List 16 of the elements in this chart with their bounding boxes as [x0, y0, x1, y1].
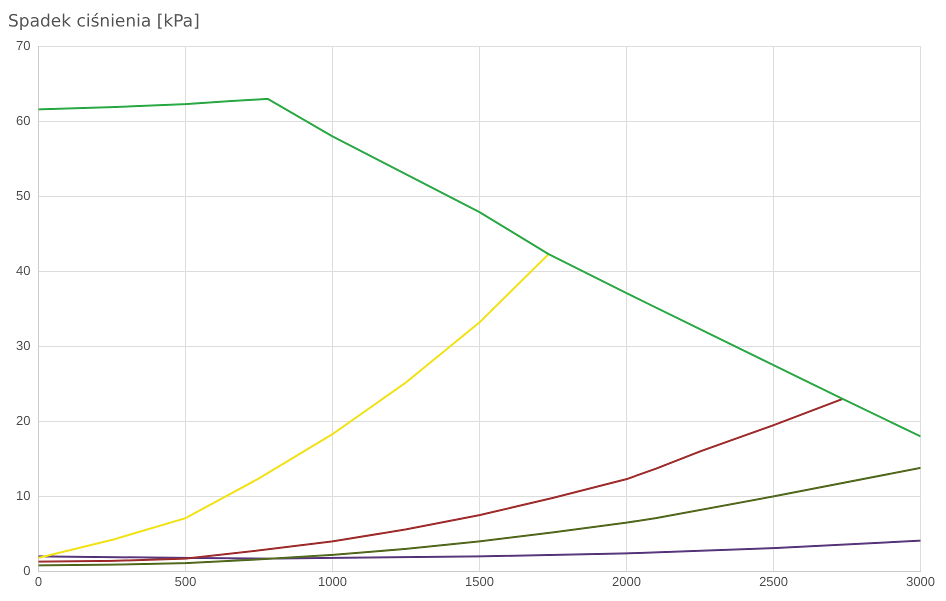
x-tick-label: 1500 — [465, 574, 494, 589]
x-tick-label: 3000 — [906, 574, 935, 589]
x-tick-label: 2000 — [612, 574, 641, 589]
y-tick-label: 20 — [16, 412, 30, 428]
x-tick-label: 2500 — [759, 574, 788, 589]
y-axis-title: Spadek ciśnienia [kPa] — [8, 12, 200, 32]
y-tick-label: 40 — [16, 262, 30, 278]
y-tick-label: 0 — [23, 562, 30, 578]
x-tick-label: 1000 — [318, 574, 347, 589]
x-tick-label: 500 — [174, 574, 196, 589]
y-tick-label: 50 — [16, 188, 30, 203]
y-tick-label: 60 — [16, 112, 30, 128]
y-tick-label: 30 — [16, 338, 30, 353]
x-tick-label: 0 — [34, 574, 42, 589]
y-tick-label: 70 — [16, 38, 30, 53]
y-tick-label: 10 — [16, 488, 30, 503]
